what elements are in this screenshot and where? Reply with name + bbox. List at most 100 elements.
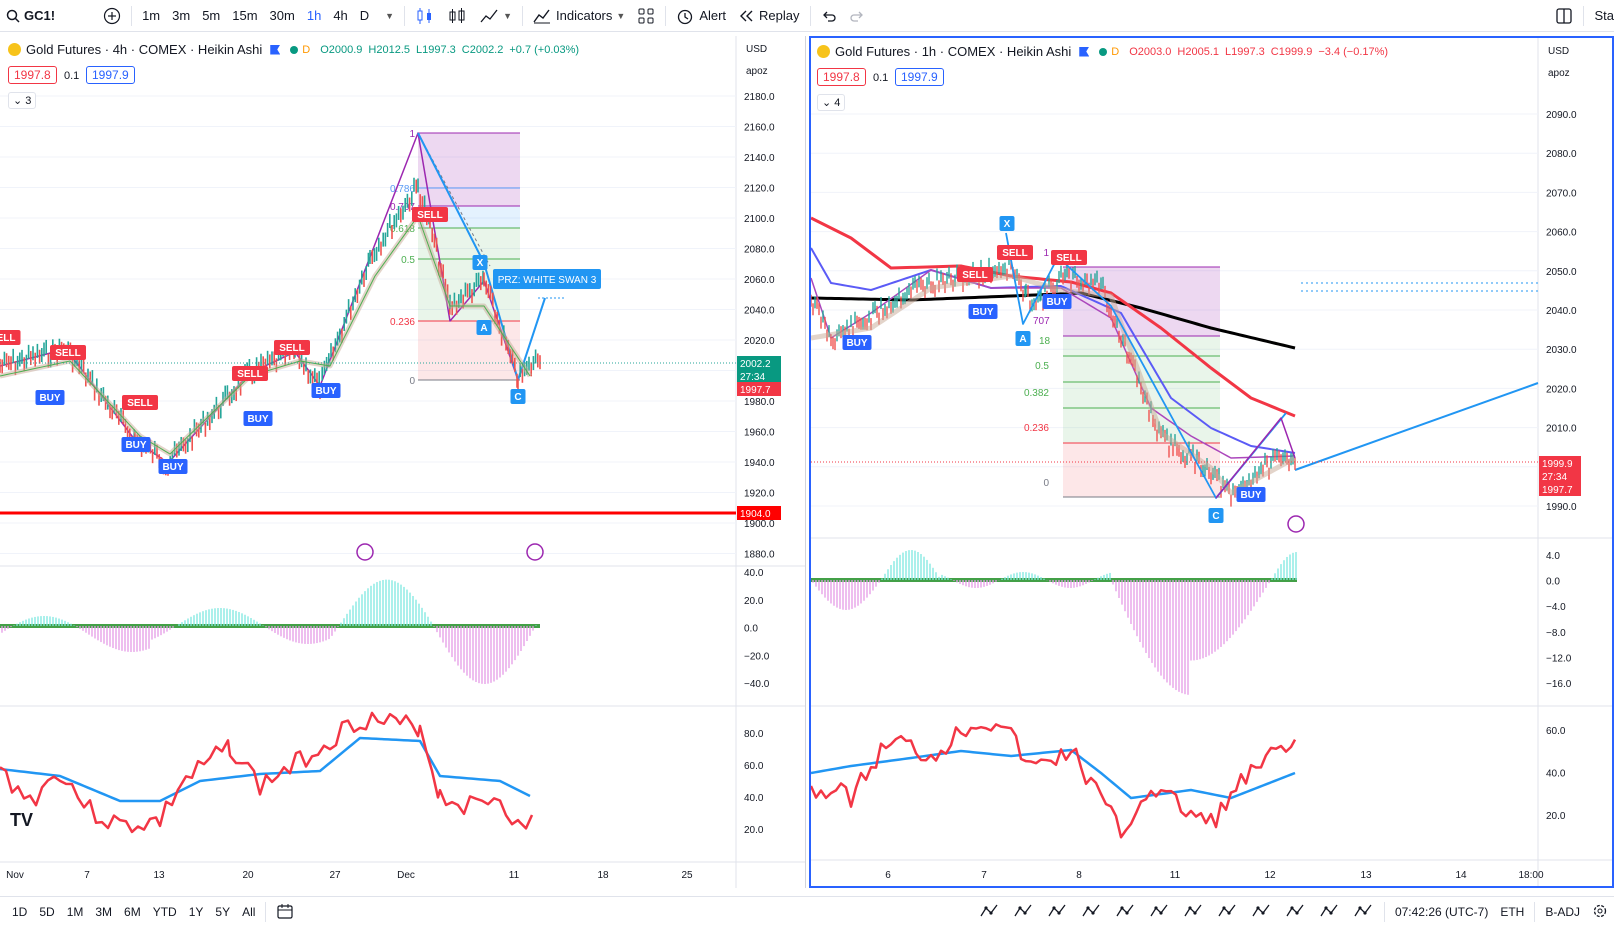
price-tick: 2080.0 (744, 245, 775, 256)
gold-icon (8, 43, 21, 56)
replay-button[interactable]: Replay (732, 0, 805, 32)
gear-icon (1593, 904, 1607, 917)
drawing-tool-button[interactable] (1346, 902, 1380, 923)
harmonic-pattern-line (417, 132, 546, 381)
buy-signal: BUY (1046, 297, 1067, 308)
sell-price-button[interactable]: 1997.8 (817, 68, 866, 86)
time-tick: 7 (981, 870, 987, 881)
price-tick: 1990.0 (1546, 502, 1577, 513)
range-5Y[interactable]: 5Y (215, 905, 231, 919)
drawing-tool-button[interactable] (1210, 902, 1244, 923)
indicators-button[interactable]: Indicators ▼ (527, 0, 631, 32)
range-5D[interactable]: 5D (39, 905, 55, 919)
grid-icon (638, 8, 654, 23)
drawing-tool-button[interactable] (1176, 902, 1210, 923)
tf-15m[interactable]: 15m (232, 8, 258, 23)
price-tick: 2180.0 (744, 92, 775, 103)
drawing-tool-button[interactable] (972, 902, 1006, 923)
drawing-tool-button[interactable] (1006, 902, 1040, 923)
symbol-search[interactable]: GC1! (0, 0, 61, 32)
fib-level-label: 0.5 (1035, 361, 1049, 372)
range-1Y[interactable]: 1Y (188, 905, 204, 919)
ohlc-close: C2002.2 (461, 43, 504, 56)
range-6M[interactable]: 6M (124, 905, 141, 919)
heikin-chart-type-button[interactable] (441, 0, 473, 32)
adjustment-button[interactable]: B-ADJ (1545, 905, 1580, 919)
indicators-collapse-button[interactable]: ⌄ 4 (817, 94, 846, 111)
rsi-tick: 40.0 (744, 793, 764, 804)
range-YTD[interactable]: YTD (152, 905, 177, 919)
fib-zone (1063, 443, 1220, 497)
layouts-button[interactable] (631, 0, 661, 32)
divider (809, 5, 811, 26)
pattern-point-c: C (514, 392, 521, 403)
drawing-tool-button[interactable] (1108, 902, 1142, 923)
bars-pattern-icon (1150, 904, 1168, 916)
ohlc-change: −3.4 (−0.17%) (1318, 45, 1389, 58)
range-All[interactable]: All (242, 905, 256, 919)
redo-button[interactable] (843, 0, 871, 32)
chart-canvas-left[interactable]: USDapoz2180.02160.02140.02120.02100.0208… (0, 36, 806, 888)
tf-30m[interactable]: 30m (269, 8, 295, 23)
symbol-title: Gold Futures · 4h · COMEX · Heikin Ashi (26, 42, 263, 57)
pattern-point-a-bg (1015, 331, 1031, 346)
start-trial-button[interactable]: Sta (1594, 8, 1614, 23)
bottom-toolbar: 1D 5D 1M 3M 6M YTD 1Y 5Y All 07:42:26 (U… (0, 896, 1614, 927)
session-button[interactable]: ETH (1500, 905, 1525, 919)
range-1D[interactable]: 1D (12, 905, 28, 919)
countdown-tag: 27:34 (740, 372, 765, 383)
fib-zone (418, 321, 520, 380)
drawing-tool-button[interactable] (1040, 902, 1074, 923)
tf-5m[interactable]: 5m (202, 8, 221, 23)
compare-button[interactable] (97, 0, 127, 32)
line-chart-type-button[interactable]: ▼ (473, 0, 518, 32)
timeframe-dropdown[interactable]: ▼ (375, 0, 400, 32)
symbol-title: Gold Futures · 1h · COMEX · Heikin Ashi (835, 44, 1072, 59)
buy-price-button[interactable]: 1997.9 (86, 66, 135, 84)
drawing-tool-button[interactable] (1074, 902, 1108, 923)
goto-date-button[interactable] (270, 903, 300, 922)
chart-pane-right[interactable]: USD apoz 2090.0 2080.0 2070.0 2060.0 2050.0 204… (809, 36, 1614, 888)
pattern-tool-icon (980, 904, 998, 916)
pattern-point-x: X (1004, 219, 1011, 230)
chart-pane-left[interactable]: USD apoz 2180.0 2160.0 2140.0 2120.0 2100.0 208… (0, 36, 806, 888)
time-tick: 25 (681, 870, 693, 881)
tf-D[interactable]: D (359, 8, 370, 23)
undo-button[interactable] (815, 0, 843, 32)
tf-1h[interactable]: 1h (306, 8, 322, 23)
clock-label[interactable]: 07:42:26 (UTC-7) (1394, 905, 1489, 919)
indicators-collapse-button[interactable]: ⌄ 3 (8, 92, 37, 109)
layout-panel-button[interactable] (1549, 0, 1579, 32)
divider (522, 5, 524, 26)
xabcd-tool-icon (1218, 904, 1236, 916)
price-tick: 2050.0 (1546, 267, 1577, 278)
bid-price-tag-bg (737, 382, 781, 396)
drawing-tool-button[interactable] (1142, 902, 1176, 923)
settings-button[interactable] (1586, 903, 1614, 922)
rsi-tick: 20.0 (744, 825, 764, 836)
divider (404, 5, 406, 26)
range-1M[interactable]: 1M (66, 905, 84, 919)
buy-price-button[interactable]: 1997.9 (895, 68, 944, 86)
range-3M[interactable]: 3M (95, 905, 113, 919)
lightning-icon (526, 543, 544, 561)
sell-price-button[interactable]: 1997.8 (8, 66, 57, 84)
alert-button[interactable]: Alert (670, 0, 732, 32)
buy-signal: BUY (846, 338, 867, 349)
abcd-tool-icon (1014, 904, 1032, 916)
undo-icon (822, 11, 836, 22)
buy-signal-bg (1236, 487, 1266, 502)
tf-3m[interactable]: 3m (172, 8, 191, 23)
drawing-tool-button[interactable] (1312, 902, 1346, 923)
tf-4h[interactable]: 4h (333, 8, 348, 23)
chart-canvas-right[interactable]: USD apoz 2090.0 2080.0 2070.0 2060.0 2050.0 204… (811, 38, 1612, 886)
rsi-tick: 60.0 (1546, 726, 1566, 737)
calendar-icon (277, 903, 294, 919)
sell-signal-bg (1051, 250, 1087, 265)
drawing-tool-button[interactable] (1278, 902, 1312, 923)
candles-chart-type-button[interactable] (409, 0, 441, 32)
drawing-tool-button[interactable] (1244, 902, 1278, 923)
price-tick: 2070.0 (1546, 188, 1577, 199)
chevron-down-icon: ▼ (616, 10, 626, 21)
tf-1m[interactable]: 1m (142, 8, 161, 23)
